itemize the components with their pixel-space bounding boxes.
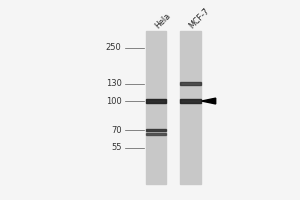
Bar <box>146 99 167 103</box>
Bar <box>180 99 201 103</box>
Text: 70: 70 <box>111 126 122 135</box>
Text: 250: 250 <box>106 43 122 52</box>
Polygon shape <box>202 98 216 104</box>
Bar <box>146 129 167 131</box>
Bar <box>146 133 167 135</box>
Bar <box>146 31 167 184</box>
Bar <box>180 31 201 184</box>
Text: 130: 130 <box>106 79 122 88</box>
Text: 100: 100 <box>106 97 122 106</box>
Text: Hela: Hela <box>153 11 172 30</box>
Text: 55: 55 <box>111 143 122 152</box>
Text: MCF-7: MCF-7 <box>187 6 211 30</box>
Bar <box>180 82 201 85</box>
